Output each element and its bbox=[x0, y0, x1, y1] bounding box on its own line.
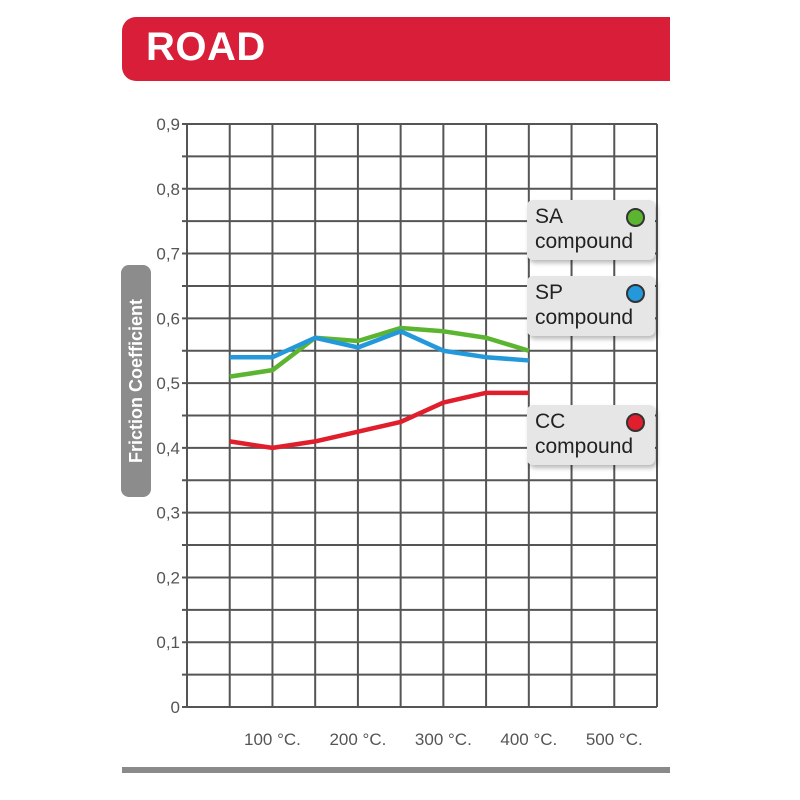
y-axis-label: Friction Coefficient bbox=[121, 265, 151, 497]
legend-item-cc: CC compound bbox=[527, 405, 655, 465]
x-tick-label: 100 °C. bbox=[244, 730, 301, 749]
chart-series bbox=[229, 325, 530, 451]
chart-grid bbox=[182, 123, 658, 708]
legend-sp-color-dot bbox=[626, 284, 645, 303]
legend-cc-name: CC bbox=[535, 410, 566, 433]
y-tick-label: 0,9 bbox=[156, 115, 180, 134]
y-tick-label: 0,8 bbox=[156, 180, 180, 199]
y-tick-label: 0,6 bbox=[156, 309, 180, 328]
x-tick-label: 200 °C. bbox=[329, 730, 386, 749]
legend-cc-label: compound bbox=[535, 435, 634, 458]
legend-sa-color-dot bbox=[626, 208, 645, 227]
legend-item-sa: SA compound bbox=[527, 200, 655, 260]
x-tick-label: 400 °C. bbox=[500, 730, 557, 749]
legend-sp-name: SP bbox=[535, 281, 564, 304]
x-tick-label: 300 °C. bbox=[415, 730, 472, 749]
y-tick-label: 0,2 bbox=[156, 568, 180, 587]
legend-cc-color-dot bbox=[626, 413, 645, 432]
series-line-sp bbox=[229, 329, 529, 363]
series-line-cc bbox=[229, 390, 529, 451]
y-tick-label: 0,1 bbox=[156, 633, 180, 652]
x-axis-ticks: 100 °C. 200 °C. 300 °C. 400 °C. 500 °C. bbox=[244, 730, 643, 749]
legend-sa-name: SA bbox=[535, 205, 564, 228]
bottom-divider bbox=[122, 767, 670, 773]
y-tick-label: 0,5 bbox=[156, 374, 180, 393]
y-tick-label: 0 bbox=[171, 698, 180, 717]
legend-sp-label: compound bbox=[535, 306, 634, 329]
page-title: ROAD bbox=[146, 25, 266, 69]
y-axis-ticks: 0 0,1 0,2 0,3 0,4 0,5 0,6 0,7 0,8 0,9 bbox=[156, 115, 180, 717]
y-tick-label: 0,7 bbox=[156, 245, 180, 264]
y-axis-label-background bbox=[121, 265, 151, 497]
x-tick-label: 500 °C. bbox=[586, 730, 643, 749]
series-line-sa bbox=[229, 325, 530, 379]
y-tick-label: 0,4 bbox=[156, 439, 180, 458]
title-banner: ROAD bbox=[122, 17, 670, 81]
y-tick-label: 0,3 bbox=[156, 504, 180, 523]
legend-item-sp: SP compound bbox=[527, 276, 655, 336]
legend-sa-label: compound bbox=[535, 230, 634, 253]
y-axis-label-text: Friction Coefficient bbox=[126, 299, 146, 463]
